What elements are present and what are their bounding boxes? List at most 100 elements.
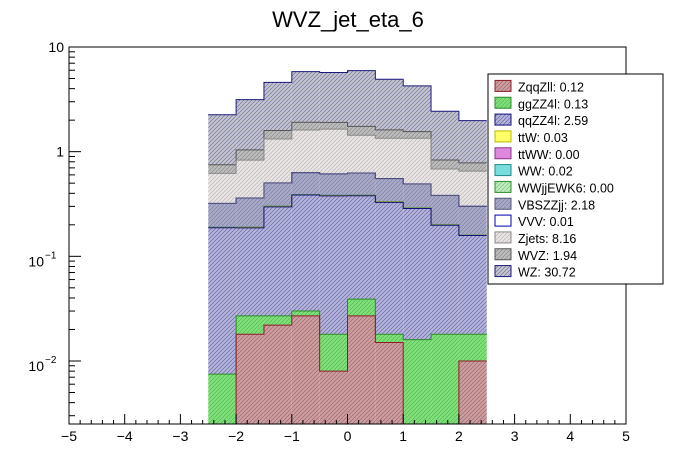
x-tick-label: −5 [61, 428, 77, 444]
x-tick-label: 0 [344, 428, 352, 444]
legend-swatch-VVV [494, 214, 512, 227]
legend-swatch-VBSZZjj [494, 197, 512, 210]
bar-Zjets-bin-4 [319, 129, 348, 174]
legend-label-Zjets: Zjets: 8.16 [518, 232, 576, 246]
bar-ggZZ4l-bin-5 [347, 299, 376, 316]
x-axis: −5 −4 −3 −2 −1 0 1 2 3 4 5 [61, 414, 630, 444]
bar-qqZZ4l-bin-3 [291, 195, 320, 312]
bar-WVZ-bin-5 [347, 126, 376, 136]
legend-label-WW: WW: 0.02 [518, 165, 573, 179]
bar-qqZZ4l-bin-4 [319, 195, 348, 335]
bar-ggZZ4l-bin-8 [431, 334, 459, 424]
bar-WVZ-bin-8 [431, 160, 459, 170]
bar-qqZZ4l-bin-9 [458, 235, 487, 335]
legend-box [487, 73, 664, 285]
y-tick-label: 10 [48, 39, 64, 55]
bar-VBSZZjj-bin-9 [458, 206, 487, 235]
x-tick-label: −1 [284, 428, 300, 444]
legend-label-qqZZ4l: qqZZ4l: 2.59 [518, 114, 588, 128]
bar-ZqqZll-bin-5 [347, 315, 376, 424]
legend-swatch-WW [494, 164, 512, 177]
bar-WVZ-bin-2 [263, 130, 292, 139]
legend-label-VVV: VVV: 0.01 [518, 215, 574, 229]
legend-swatch-Zjets [494, 231, 512, 244]
legend: ZqqZll: 0.12 ggZZ4l: 0.13 qqZZ4l: 2.59 ttW:… [487, 73, 664, 285]
bar-Zjets-bin-3 [291, 129, 320, 173]
bar-ggZZ4l-bin-6 [375, 334, 404, 343]
bar-WZ-bin-0 [208, 114, 237, 165]
y-tick-exponent: −1 [45, 250, 57, 261]
bar-ggZZ4l-bin-0 [208, 374, 237, 424]
bar-WZ-bin-8 [431, 111, 459, 161]
legend-label-ttWW: ttWW: 0.00 [518, 148, 580, 162]
bar-WZ-bin-7 [403, 85, 432, 132]
bar-qqZZ4l-bin-1 [236, 227, 264, 316]
legend-label-WWjjEWK6: WWjjEWK6: 0.00 [518, 181, 614, 195]
x-tick-label: −3 [172, 428, 188, 444]
legend-swatch-WWjjEWK6 [494, 180, 512, 193]
y-tick-label: 1 [56, 144, 64, 160]
bar-qqZZ4l-bin-5 [347, 195, 376, 300]
outline-Zjets [208, 128, 487, 174]
legend-swatch-WZ [494, 265, 512, 278]
plot-area [208, 70, 487, 424]
bar-Zjets-bin-2 [263, 138, 292, 183]
bar-WVZ-bin-9 [458, 162, 487, 172]
bar-ggZZ4l-bin-7 [403, 339, 432, 424]
bar-ZqqZll-bin-3 [291, 315, 320, 424]
y-tick-label: 10 [28, 358, 44, 374]
bar-VBSZZjj-bin-0 [208, 203, 237, 228]
bar-qqZZ4l-bin-7 [403, 208, 432, 340]
y-tick-label: 10 [28, 253, 44, 269]
bar-VBSZZjj-bin-2 [263, 182, 292, 207]
legend-swatch-ttWW [494, 147, 512, 160]
bar-WVZ-bin-7 [403, 131, 432, 139]
legend-swatch-ZqqZll [494, 79, 512, 92]
legend-label-VBSZZjj: VBSZZjj: 2.18 [518, 198, 595, 212]
chart-title: WVZ_jet_eta_6 [272, 7, 424, 32]
bar-ZqqZll-bin-2 [263, 325, 292, 424]
bar-qqZZ4l-bin-2 [263, 206, 292, 316]
bar-WZ-bin-2 [263, 82, 292, 131]
legend-swatch-WVZ [494, 248, 512, 261]
x-tick-label: 4 [566, 428, 574, 444]
bar-VBSZZjj-bin-6 [375, 178, 404, 202]
legend-label-ZqqZll: ZqqZll: 0.12 [518, 80, 584, 94]
bar-WZ-bin-9 [458, 120, 487, 163]
bar-Zjets-bin-0 [208, 173, 237, 204]
bar-Zjets-bin-1 [236, 160, 264, 198]
bar-VBSZZjj-bin-7 [403, 183, 432, 208]
bar-VBSZZjj-bin-8 [431, 195, 459, 225]
bar-WZ-bin-4 [319, 72, 348, 123]
outline-VBSZZjj [208, 172, 487, 207]
x-tick-label: −2 [228, 428, 244, 444]
bar-VBSZZjj-bin-5 [347, 173, 376, 196]
x-tick-label: 2 [455, 428, 463, 444]
bar-ggZZ4l-bin-9 [458, 334, 487, 361]
bar-VBSZZjj-bin-4 [319, 173, 348, 196]
bar-Zjets-bin-9 [458, 171, 487, 207]
bar-WZ-bin-5 [347, 70, 376, 127]
bar-WZ-bin-3 [291, 71, 320, 123]
bar-ggZZ4l-bin-1 [236, 315, 264, 335]
bar-ggZZ4l-bin-3 [291, 311, 320, 316]
bar-WVZ-bin-1 [236, 149, 264, 161]
bar-WVZ-bin-0 [208, 164, 237, 174]
bar-ZqqZll-bin-4 [319, 371, 348, 424]
bar-WVZ-bin-3 [291, 122, 320, 130]
x-tick-label: 1 [399, 428, 407, 444]
bar-WVZ-bin-6 [375, 129, 404, 139]
bar-qqZZ4l-bin-6 [375, 202, 404, 335]
bar-ggZZ4l-bin-2 [263, 315, 292, 326]
bar-WZ-bin-1 [236, 99, 264, 150]
legend-label-ttW: ttW: 0.03 [518, 131, 568, 145]
bar-ggZZ4l-bin-4 [319, 334, 348, 372]
x-tick-label: 5 [622, 428, 630, 444]
bar-qqZZ4l-bin-8 [431, 225, 459, 335]
bar-ZqqZll-bin-1 [236, 334, 264, 424]
bar-WVZ-bin-4 [319, 122, 348, 130]
bar-VBSZZjj-bin-1 [236, 198, 264, 228]
bar-WZ-bin-6 [375, 79, 404, 130]
